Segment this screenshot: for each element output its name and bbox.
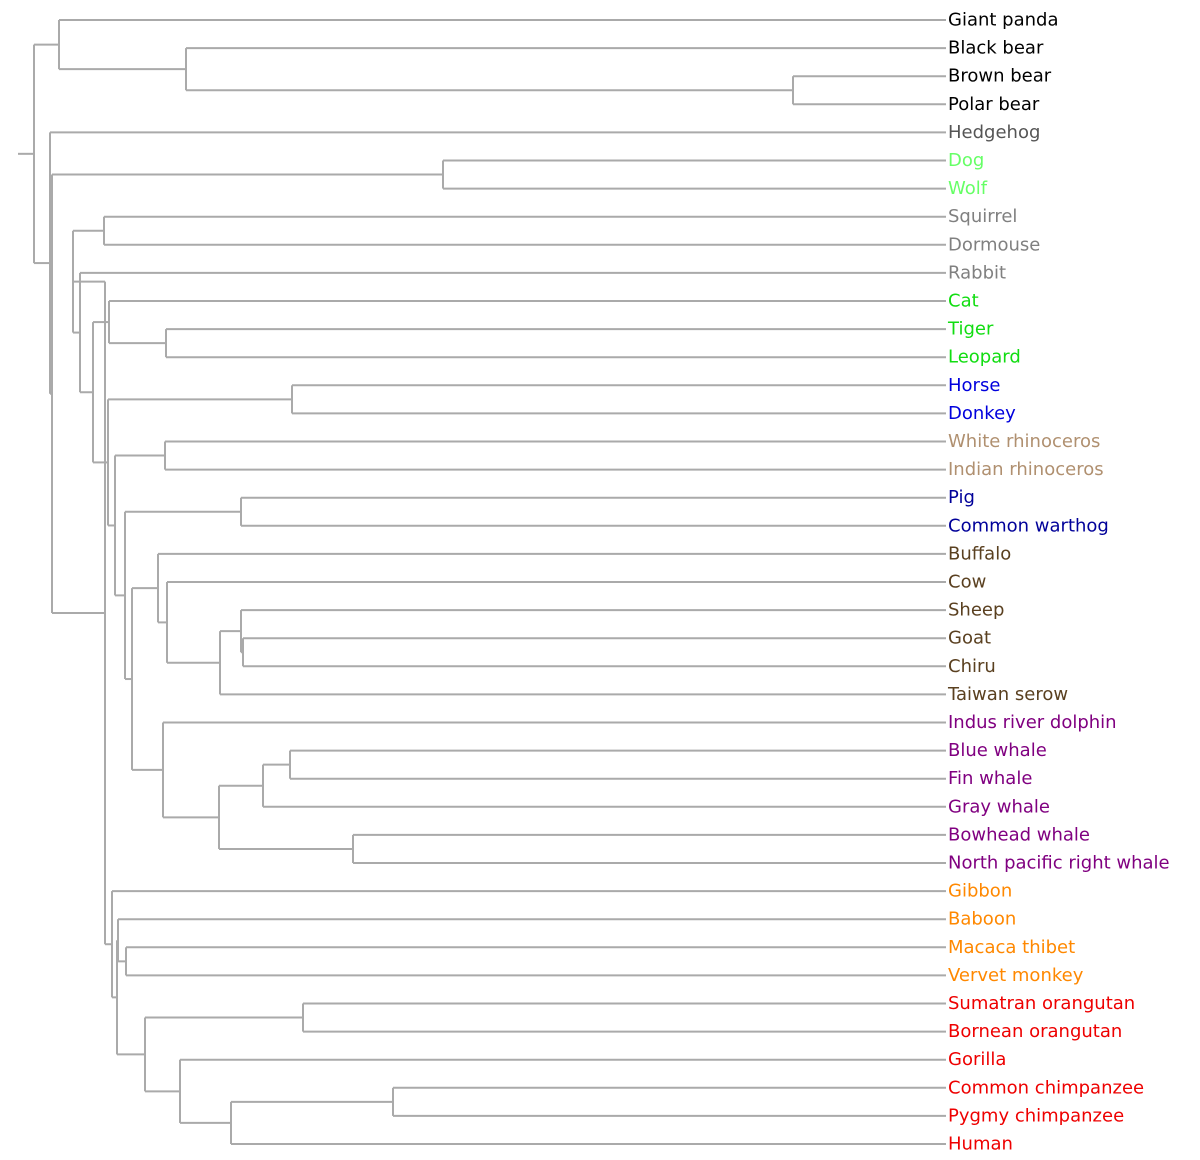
leaf-label-indus-river-dolphin: Indus river dolphin <box>948 712 1117 733</box>
leaf-label-white-rhinoceros: White rhinoceros <box>948 431 1100 452</box>
leaf-label-gorilla: Gorilla <box>948 1049 1006 1070</box>
leaf-label-macaca-thibet: Macaca thibet <box>948 937 1075 958</box>
leaf-label-buffalo: Buffalo <box>948 543 1011 564</box>
tree-branches <box>18 19 946 1145</box>
leaf-label-dormouse: Dormouse <box>948 234 1040 255</box>
leaf-label-cow: Cow <box>948 572 986 593</box>
leaf-label-bowhead-whale: Bowhead whale <box>948 824 1090 845</box>
leaf-label-baboon: Baboon <box>948 909 1016 930</box>
leaf-label-sheep: Sheep <box>948 600 1004 621</box>
leaf-label-cat: Cat <box>948 291 979 312</box>
leaf-label-taiwan-serow: Taiwan serow <box>947 684 1068 705</box>
leaf-label-hedgehog: Hedgehog <box>948 122 1040 143</box>
leaf-label-north-pacific-right-whale: North pacific right whale <box>948 853 1170 874</box>
leaf-label-goat: Goat <box>948 628 991 649</box>
leaf-label-horse: Horse <box>948 375 1000 396</box>
leaf-label-chiru: Chiru <box>948 656 996 677</box>
leaf-label-dog: Dog <box>948 150 984 171</box>
leaf-label-common-warthog: Common warthog <box>948 515 1109 536</box>
leaf-label-pig: Pig <box>948 487 975 508</box>
leaf-labels: Giant panda Black bear Brown bear Polar bea… <box>947 10 1170 1155</box>
leaf-label-giant-panda: Giant panda <box>948 10 1059 31</box>
leaf-label-polar-bear: Polar bear <box>948 94 1040 115</box>
leaf-label-gray-whale: Gray whale <box>948 796 1050 817</box>
leaf-label-indian-rhinoceros: Indian rhinoceros <box>948 459 1104 480</box>
leaf-label-tiger: Tiger <box>947 319 994 340</box>
leaf-label-donkey: Donkey <box>948 403 1016 424</box>
leaf-label-sumatran-orangutan: Sumatran orangutan <box>948 993 1135 1014</box>
leaf-label-squirrel: Squirrel <box>948 206 1017 227</box>
leaf-label-blue-whale: Blue whale <box>948 740 1047 761</box>
leaf-label-pygmy-chimpanzee: Pygmy chimpanzee <box>948 1105 1124 1126</box>
leaf-label-fin-whale: Fin whale <box>948 768 1032 789</box>
leaf-label-human: Human <box>948 1134 1013 1155</box>
leaf-label-leopard: Leopard <box>948 347 1021 368</box>
leaf-label-wolf: Wolf <box>948 178 988 199</box>
leaf-label-vervet-monkey: Vervet monkey <box>948 965 1084 986</box>
leaf-label-rabbit: Rabbit <box>948 262 1006 283</box>
leaf-label-black-bear: Black bear <box>948 38 1044 59</box>
leaf-label-gibbon: Gibbon <box>948 881 1012 902</box>
leaf-label-bornean-orangutan: Bornean orangutan <box>948 1021 1122 1042</box>
leaf-label-brown-bear: Brown bear <box>948 66 1052 87</box>
leaf-label-common-chimpanzee: Common chimpanzee <box>948 1077 1144 1098</box>
